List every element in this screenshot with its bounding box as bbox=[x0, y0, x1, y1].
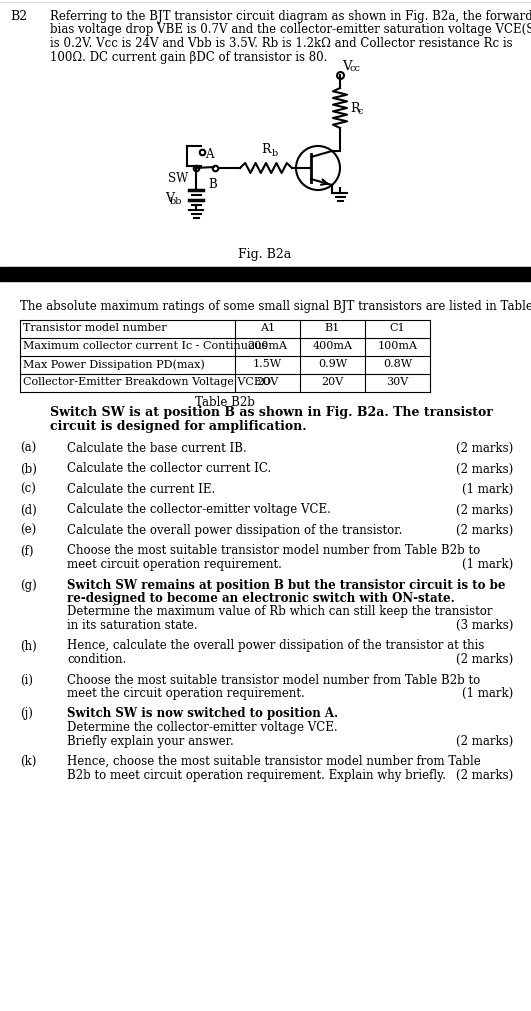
Text: Hence, choose the most suitable transistor model number from Table: Hence, choose the most suitable transist… bbox=[67, 755, 481, 768]
Text: The absolute maximum ratings of some small signal BJT transistors are listed in : The absolute maximum ratings of some sma… bbox=[20, 300, 531, 313]
Text: Collector-Emitter Breakdown Voltage VCEO: Collector-Emitter Breakdown Voltage VCEO bbox=[23, 377, 271, 387]
Text: (i): (i) bbox=[20, 673, 33, 686]
Text: 30V: 30V bbox=[387, 377, 409, 387]
Text: bias voltage drop VBE is 0.7V and the collector-emitter saturation voltage VCE(S: bias voltage drop VBE is 0.7V and the co… bbox=[50, 23, 531, 36]
Text: (e): (e) bbox=[20, 524, 36, 537]
Text: (2 marks): (2 marks) bbox=[456, 735, 513, 747]
Text: Max Power Dissipation PD(max): Max Power Dissipation PD(max) bbox=[23, 359, 205, 370]
Text: R: R bbox=[261, 143, 271, 156]
Text: meet circuit operation requirement.: meet circuit operation requirement. bbox=[67, 558, 282, 571]
Text: (j): (j) bbox=[20, 708, 33, 721]
Text: Briefly explain your answer.: Briefly explain your answer. bbox=[67, 735, 234, 747]
Text: SW: SW bbox=[168, 172, 189, 185]
Text: (2 marks): (2 marks) bbox=[456, 503, 513, 517]
Text: cc: cc bbox=[350, 64, 361, 73]
Text: Calculate the overall power dissipation of the transistor.: Calculate the overall power dissipation … bbox=[67, 524, 402, 537]
Text: Maximum collector current Ic - Continuous: Maximum collector current Ic - Continuou… bbox=[23, 341, 268, 351]
Text: Referring to the BJT transistor circuit diagram as shown in Fig. B2a, the forwar: Referring to the BJT transistor circuit … bbox=[50, 10, 531, 23]
Text: Hence, calculate the overall power dissipation of the transistor at this: Hence, calculate the overall power dissi… bbox=[67, 640, 484, 652]
Text: in its saturation state.: in its saturation state. bbox=[67, 619, 198, 632]
Text: Table B2b: Table B2b bbox=[195, 396, 255, 409]
Text: 1.5W: 1.5W bbox=[253, 359, 282, 369]
Text: 20V: 20V bbox=[256, 377, 279, 387]
Text: 100mA: 100mA bbox=[378, 341, 417, 351]
Text: Switch SW remains at position B but the transistor circuit is to be: Switch SW remains at position B but the … bbox=[67, 578, 506, 591]
Text: Choose the most suitable transistor model number from Table B2b to: Choose the most suitable transistor mode… bbox=[67, 673, 480, 686]
Text: 100Ω. DC current gain βDC of transistor is 80.: 100Ω. DC current gain βDC of transistor … bbox=[50, 51, 328, 64]
Text: (2 marks): (2 marks) bbox=[456, 442, 513, 455]
Text: V: V bbox=[342, 60, 352, 73]
Text: Calculate the current IE.: Calculate the current IE. bbox=[67, 483, 215, 496]
Text: 400mA: 400mA bbox=[313, 341, 353, 351]
Text: (a): (a) bbox=[20, 442, 36, 455]
Text: (f): (f) bbox=[20, 545, 33, 557]
Text: (2 marks): (2 marks) bbox=[456, 768, 513, 782]
Text: is 0.2V. Vcc is 24V and Vbb is 3.5V. Rb is 1.2kΩ and Collector resistance Rc is: is 0.2V. Vcc is 24V and Vbb is 3.5V. Rb … bbox=[50, 37, 512, 50]
Text: (g): (g) bbox=[20, 578, 37, 591]
Text: Switch SW is at position B as shown in Fig. B2a. The transistor: Switch SW is at position B as shown in F… bbox=[50, 406, 493, 419]
Text: 200mA: 200mA bbox=[247, 341, 287, 351]
Text: (3 marks): (3 marks) bbox=[456, 619, 513, 632]
Text: Transistor model number: Transistor model number bbox=[23, 323, 167, 333]
Text: (h): (h) bbox=[20, 640, 37, 652]
Text: Calculate the collector-emitter voltage VCE.: Calculate the collector-emitter voltage … bbox=[67, 503, 331, 517]
Text: condition.: condition. bbox=[67, 653, 126, 666]
Text: V: V bbox=[165, 191, 174, 204]
Text: (c): (c) bbox=[20, 483, 36, 496]
Text: bb: bb bbox=[169, 196, 182, 205]
Text: (2 marks): (2 marks) bbox=[456, 462, 513, 475]
Text: Determine the maximum value of Rb which can still keep the transistor: Determine the maximum value of Rb which … bbox=[67, 606, 492, 619]
Text: (1 mark): (1 mark) bbox=[462, 483, 513, 496]
Text: Determine the collector-emitter voltage VCE.: Determine the collector-emitter voltage … bbox=[67, 721, 338, 734]
Text: Calculate the base current IB.: Calculate the base current IB. bbox=[67, 442, 247, 455]
Text: (1 mark): (1 mark) bbox=[462, 558, 513, 571]
Text: A: A bbox=[205, 148, 213, 161]
Text: meet the circuit operation requirement.: meet the circuit operation requirement. bbox=[67, 687, 305, 700]
Text: circuit is designed for amplification.: circuit is designed for amplification. bbox=[50, 420, 306, 433]
Text: B: B bbox=[209, 178, 217, 191]
Text: 0.8W: 0.8W bbox=[383, 359, 412, 369]
Text: B1: B1 bbox=[325, 323, 340, 333]
Text: re-designed to become an electronic switch with ON-state.: re-designed to become an electronic swit… bbox=[67, 592, 455, 605]
Text: (2 marks): (2 marks) bbox=[456, 524, 513, 537]
Text: C1: C1 bbox=[390, 323, 405, 333]
Text: B2: B2 bbox=[10, 10, 27, 23]
Text: B2b to meet circuit operation requirement. Explain why briefly.: B2b to meet circuit operation requiremen… bbox=[67, 768, 446, 782]
Text: b: b bbox=[272, 149, 278, 158]
Text: (k): (k) bbox=[20, 755, 37, 768]
Text: R: R bbox=[350, 101, 359, 114]
Text: (1 mark): (1 mark) bbox=[462, 687, 513, 700]
Text: Fig. B2a: Fig. B2a bbox=[238, 248, 292, 261]
Text: (b): (b) bbox=[20, 462, 37, 475]
Text: Choose the most suitable transistor model number from Table B2b to: Choose the most suitable transistor mode… bbox=[67, 545, 480, 557]
Text: (d): (d) bbox=[20, 503, 37, 517]
Text: (2 marks): (2 marks) bbox=[456, 653, 513, 666]
Text: 20V: 20V bbox=[321, 377, 344, 387]
Text: A1: A1 bbox=[260, 323, 275, 333]
Text: 0.9W: 0.9W bbox=[318, 359, 347, 369]
Text: c: c bbox=[358, 106, 364, 115]
Text: Switch SW is now switched to position A.: Switch SW is now switched to position A. bbox=[67, 708, 338, 721]
Text: Calculate the collector current IC.: Calculate the collector current IC. bbox=[67, 462, 271, 475]
